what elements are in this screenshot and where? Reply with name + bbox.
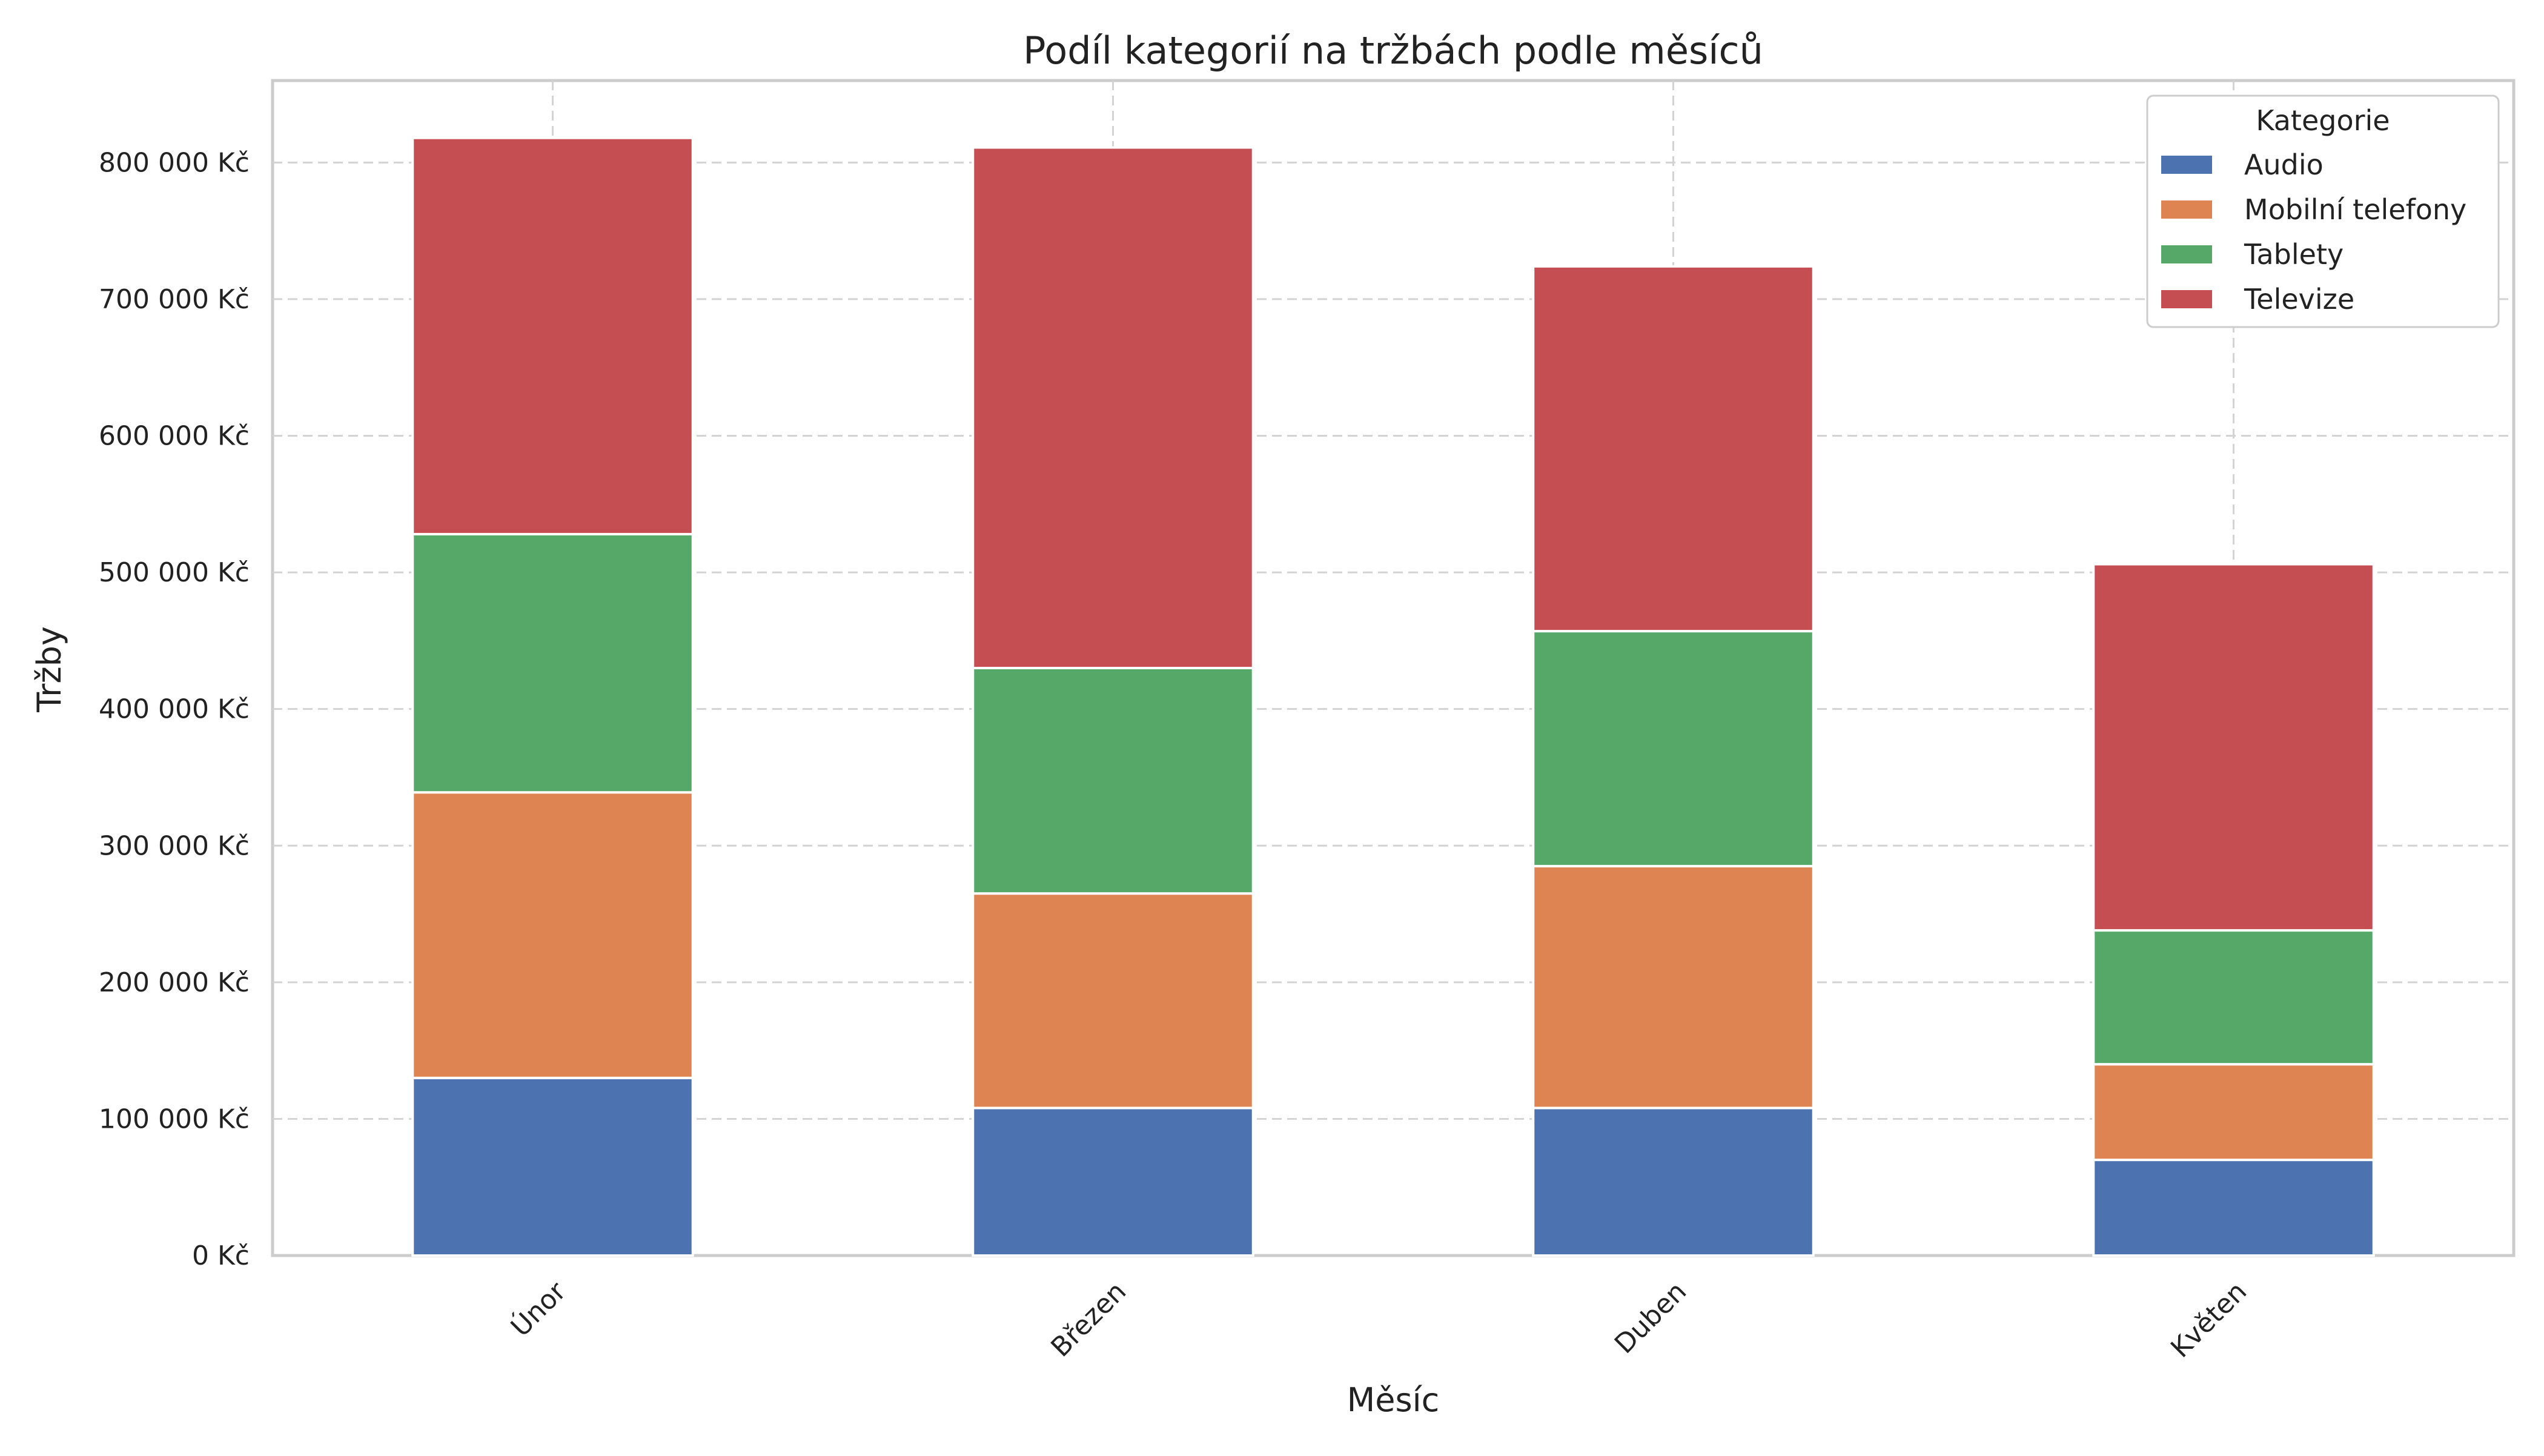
legend-swatch (2161, 245, 2212, 263)
legend-title: Kategorie (2256, 104, 2390, 137)
bar-segment (411, 791, 694, 1079)
y-tick-label: 100 000 Kč (99, 1104, 250, 1134)
bar-segment (2092, 563, 2375, 932)
y-tick-label: 0 Kč (192, 1240, 250, 1271)
legend: Kategorie Audio Mobilní telefony Tablety Te… (2146, 94, 2500, 328)
y-tick-label: 800 000 Kč (99, 147, 250, 178)
y-tick-label: 200 000 Kč (99, 967, 250, 998)
chart-title: Podíl kategorií na tržbách podle měsíců (1023, 28, 1763, 73)
bar-segment (972, 1107, 1254, 1257)
y-tick-label: 300 000 Kč (99, 830, 250, 861)
bars (411, 136, 2375, 1257)
legend-swatch (2161, 200, 2212, 219)
bar-segment (1532, 630, 1815, 868)
bar-segment (972, 667, 1254, 895)
y-axis-title: Tržby (30, 626, 68, 713)
x-tick-label: Březen (1045, 1276, 1132, 1363)
legend-swatch (2161, 156, 2212, 174)
y-tick-label: 400 000 Kč (99, 694, 250, 725)
bar-segment (411, 1076, 694, 1257)
legend-swatch (2161, 290, 2212, 308)
bar-segment (972, 146, 1254, 669)
y-axis: 0 Kč 100 000 Kč 200 000 Kč 300 000 Kč 400 00… (99, 147, 250, 1271)
bar-segment (2092, 929, 2375, 1066)
legend-label: Audio (2244, 148, 2324, 181)
bar-segment (411, 532, 694, 794)
bar-segment (2092, 1159, 2375, 1257)
x-axis: Únor Březen Duben Květen (504, 1275, 2253, 1364)
legend-frame (2146, 94, 2500, 328)
y-tick-label: 500 000 Kč (99, 557, 250, 588)
bar-segment (1532, 1107, 1815, 1257)
x-tick-label: Únor (504, 1275, 572, 1343)
bar-segment (411, 136, 694, 535)
x-tick-label: Květen (2165, 1276, 2253, 1364)
y-tick-label: 600 000 Kč (99, 421, 250, 452)
bar-segment (2092, 1063, 2375, 1162)
bar-segment (1532, 265, 1815, 633)
bar-segment (972, 892, 1254, 1110)
legend-label: Mobilní telefony (2244, 193, 2466, 226)
x-axis-title: Měsíc (1347, 1381, 1440, 1419)
legend-label: Televize (2244, 283, 2354, 316)
legend-label: Tablety (2244, 238, 2344, 271)
bar-segment (1532, 865, 1815, 1110)
x-tick-label: Duben (1609, 1276, 1692, 1360)
legend-items: Audio Mobilní telefony Tablety Televize (2161, 148, 2466, 316)
y-tick-label: 700 000 Kč (99, 284, 250, 315)
